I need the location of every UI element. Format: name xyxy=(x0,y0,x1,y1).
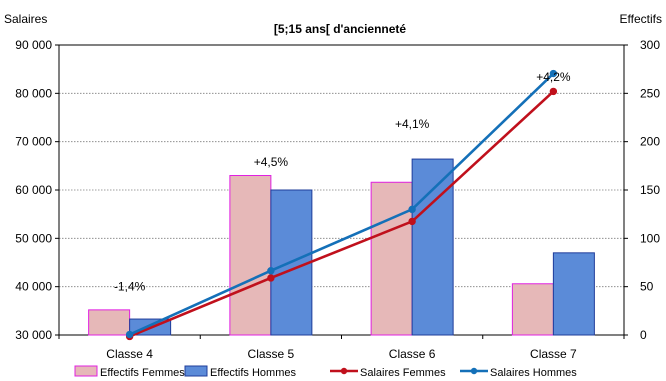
y-tick-label-left: 40 000 xyxy=(15,280,52,294)
y-tick-label-right: 200 xyxy=(640,135,660,149)
legend-swatch xyxy=(74,365,98,377)
annotation-label: +4,5% xyxy=(254,155,289,169)
legend-swatch xyxy=(184,365,208,377)
y-tick-label-right: 50 xyxy=(640,280,654,294)
y-tick-label-right: 100 xyxy=(640,231,660,245)
annotation-label: +4,1% xyxy=(395,117,430,131)
bar xyxy=(552,252,595,336)
series-point xyxy=(549,87,558,96)
legend-label: Salaires Femmes xyxy=(360,367,446,379)
bar xyxy=(370,181,413,336)
y-tick-label-left: 30 000 xyxy=(15,328,52,342)
x-tick-label: Classe 6 xyxy=(389,347,436,361)
series-point xyxy=(408,205,416,214)
legend-label: Effectifs Hommes xyxy=(210,367,296,379)
y-tick-label-right: 0 xyxy=(640,328,647,342)
y-tick-label-left: 50 000 xyxy=(15,231,52,245)
series-point xyxy=(408,217,416,226)
y-axis-right-label: Effectifs xyxy=(620,12,662,26)
legend-label: Effectifs Femmes xyxy=(100,367,185,379)
y-tick-label-left: 90 000 xyxy=(15,38,52,52)
series-point xyxy=(267,274,275,282)
y-tick-label-left: 70 000 xyxy=(15,135,52,149)
bar xyxy=(88,309,131,336)
bar xyxy=(229,175,272,336)
chart-title: [5;15 ans[ d'ancienneté xyxy=(274,22,407,36)
y-tick-label-right: 300 xyxy=(640,38,660,52)
plot-area: 30 000 40 000 50 000 60 000 70 000 80 000 90 0… xyxy=(15,38,660,361)
series-point xyxy=(549,69,558,78)
legend-label: Salaires Hommes xyxy=(490,367,577,379)
x-tick-label: Classe 7 xyxy=(530,347,577,361)
series-line xyxy=(129,72,555,336)
annotation-label: +4,2% xyxy=(536,70,571,84)
y-tick-label-right: 150 xyxy=(640,183,660,197)
legend-marker xyxy=(340,367,348,375)
y-tick-label-right: 250 xyxy=(640,86,660,100)
x-tick-label: Classe 4 xyxy=(106,347,153,361)
y-tick-label-left: 60 000 xyxy=(15,183,52,197)
series-point xyxy=(267,267,275,275)
y-axis-left-label: Salaires xyxy=(4,12,47,26)
x-tick-label: Classe 5 xyxy=(248,347,295,361)
series-point xyxy=(125,330,134,339)
annotation-label: -1,4% xyxy=(114,280,146,294)
bar xyxy=(411,158,454,336)
series-line xyxy=(129,90,555,338)
bar xyxy=(511,283,554,336)
y-tick-label-left: 80 000 xyxy=(15,86,52,100)
legend-marker xyxy=(470,367,478,375)
legend: Effectifs Femmes Effectifs Hommes Salaires… xyxy=(74,365,577,379)
